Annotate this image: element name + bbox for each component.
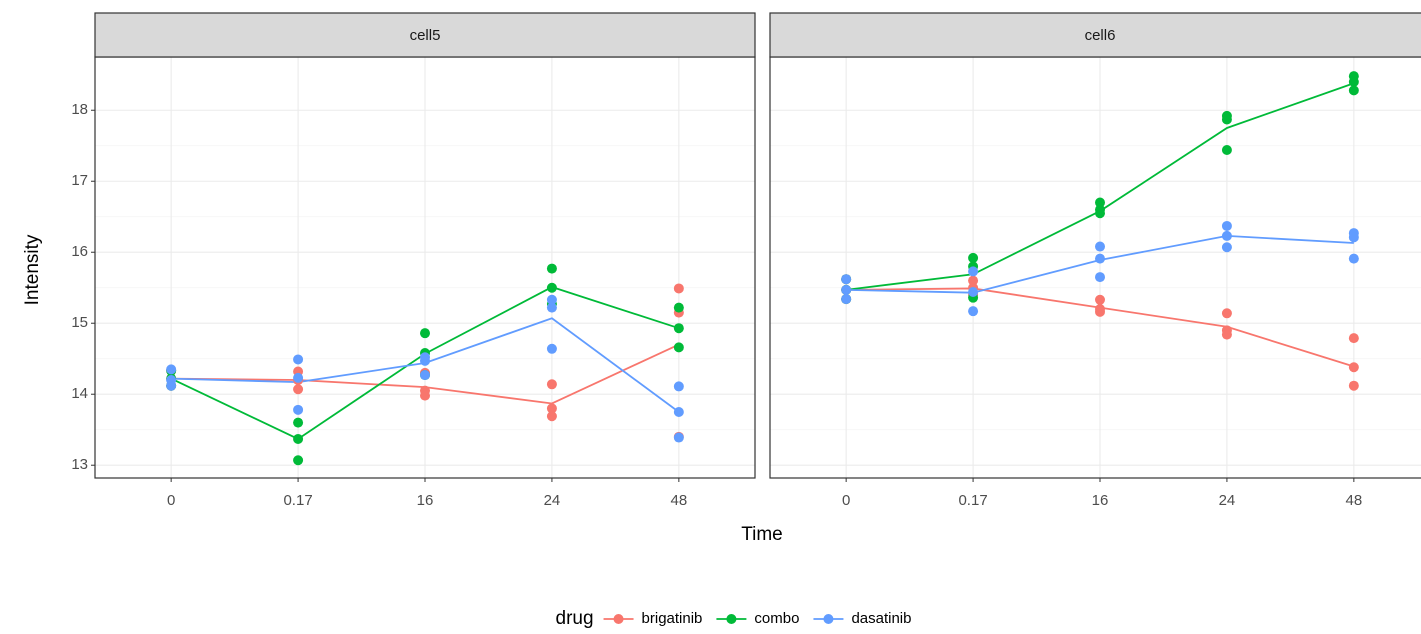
x-tick-label: 24 xyxy=(1219,492,1236,509)
data-point xyxy=(1221,114,1232,125)
data-point xyxy=(293,404,304,415)
data-point xyxy=(293,372,304,383)
data-point xyxy=(1348,362,1359,373)
x-tick-label: 24 xyxy=(544,492,561,509)
x-tick-label: 16 xyxy=(1092,492,1109,509)
data-point xyxy=(1348,76,1359,87)
data-point xyxy=(546,263,557,274)
data-point xyxy=(546,403,557,414)
data-point xyxy=(1221,242,1232,253)
legend-key-point xyxy=(823,614,834,624)
legend-title: drug xyxy=(556,608,594,629)
data-point xyxy=(1221,308,1232,319)
data-point xyxy=(546,302,557,313)
y-tick-label: 18 xyxy=(71,101,88,118)
data-point xyxy=(841,274,852,285)
data-point xyxy=(1221,220,1232,231)
data-point xyxy=(1221,329,1232,340)
data-point xyxy=(293,354,304,365)
data-point xyxy=(841,284,852,295)
data-point xyxy=(1348,333,1359,344)
x-tick-label: 48 xyxy=(671,492,688,509)
legend-key-point xyxy=(726,614,737,624)
strip xyxy=(769,12,1421,58)
y-tick-label: 17 xyxy=(71,172,88,189)
x-tick-label: 0 xyxy=(167,492,175,509)
data-point xyxy=(1348,380,1359,391)
x-axis-title: Time xyxy=(741,524,783,545)
data-point xyxy=(1095,272,1105,283)
data-point xyxy=(968,275,979,286)
x-tick-label: 0 xyxy=(842,492,850,509)
data-point xyxy=(1095,306,1105,317)
data-point xyxy=(1095,197,1105,208)
data-point xyxy=(546,282,557,293)
data-point xyxy=(420,370,430,381)
legend-key-point xyxy=(613,614,624,624)
x-tick-label: 0.17 xyxy=(283,492,312,509)
data-point xyxy=(673,381,684,392)
data-point xyxy=(1095,253,1105,264)
data-point xyxy=(546,294,557,305)
data-point xyxy=(420,355,430,366)
data-point xyxy=(968,266,979,277)
data-point xyxy=(673,342,684,353)
data-point xyxy=(1095,241,1105,252)
data-point xyxy=(1348,253,1359,264)
data-point xyxy=(1095,208,1105,219)
y-tick-label: 14 xyxy=(71,385,88,402)
y-tick-label: 13 xyxy=(71,456,88,473)
data-point xyxy=(1348,85,1359,96)
data-point xyxy=(420,390,430,401)
y-axis-title: Intensity xyxy=(22,234,43,305)
data-point xyxy=(673,323,684,334)
legend-label: dasatinib xyxy=(851,610,911,627)
data-point xyxy=(968,306,979,317)
data-point xyxy=(841,294,852,305)
data-point xyxy=(546,343,557,354)
legend-label: brigatinib xyxy=(642,610,703,627)
y-tick-label: 16 xyxy=(71,243,88,260)
data-point xyxy=(293,433,304,444)
data-point xyxy=(293,384,304,395)
data-point xyxy=(1221,230,1232,241)
data-point xyxy=(673,283,684,294)
x-tick-label: 48 xyxy=(1346,492,1363,509)
data-point xyxy=(166,364,177,375)
legend-label: combo xyxy=(754,610,799,627)
data-point xyxy=(420,328,430,339)
x-tick-label: 16 xyxy=(417,492,434,509)
data-point xyxy=(546,411,557,422)
data-point xyxy=(166,380,177,391)
strip xyxy=(94,12,756,58)
panel-background xyxy=(770,57,1421,478)
data-point xyxy=(1348,232,1359,243)
x-tick-label: 0.17 xyxy=(958,492,987,509)
data-point xyxy=(293,455,304,466)
y-tick-label: 15 xyxy=(71,314,88,331)
data-point xyxy=(968,252,979,263)
strip-label: cell6 xyxy=(1085,27,1116,44)
data-point xyxy=(968,286,979,297)
data-point xyxy=(673,302,684,313)
data-point xyxy=(673,432,684,443)
data-point xyxy=(293,417,304,428)
data-point xyxy=(1221,145,1232,156)
data-point xyxy=(1095,294,1105,305)
data-point xyxy=(673,406,684,417)
strip-label: cell5 xyxy=(410,27,441,44)
data-point xyxy=(546,379,557,390)
